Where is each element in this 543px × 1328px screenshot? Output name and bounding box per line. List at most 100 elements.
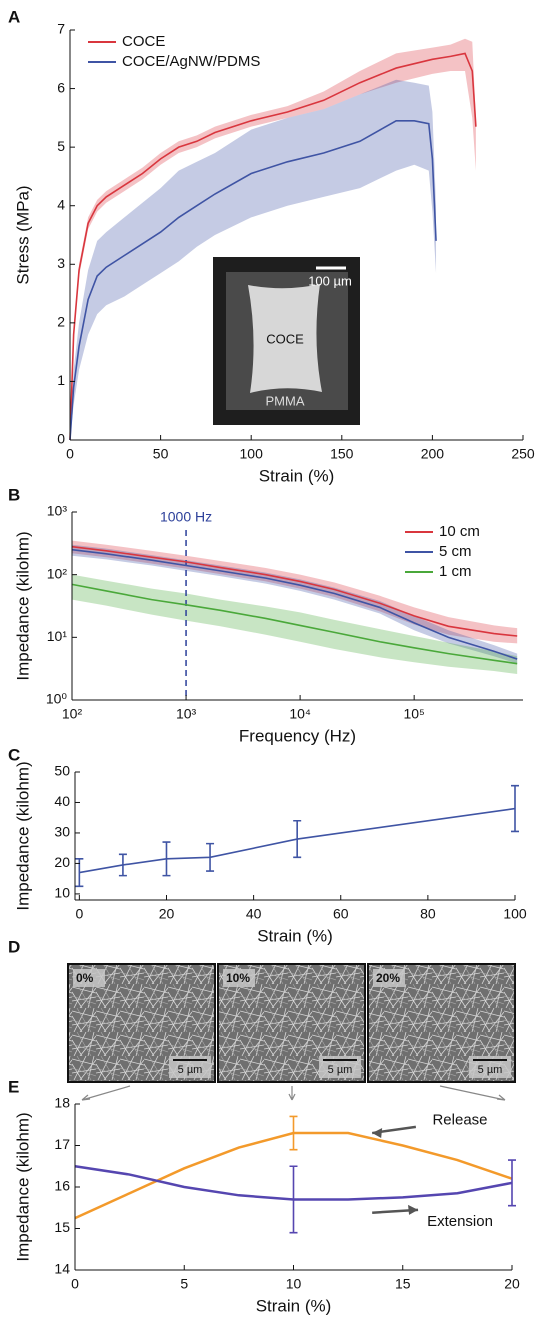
y-tick-label: 10⁰ [46, 691, 68, 707]
image-label-box [373, 969, 405, 987]
y-tick-label: 7 [57, 21, 65, 37]
y-tick-label: 14 [54, 1261, 70, 1277]
annotation-arrowhead [372, 1128, 383, 1139]
y-tick-label: 40 [54, 793, 70, 809]
connector-arrow [81, 1085, 131, 1101]
x-axis-title: Strain (%) [256, 1296, 332, 1315]
x-tick-label: 15 [395, 1276, 411, 1292]
x-tick-label: 50 [153, 446, 169, 462]
connector-arrow [288, 1086, 296, 1101]
y-tick-label: 5 [57, 138, 65, 154]
panel-letter: A [8, 7, 20, 26]
x-tick-label: 0 [66, 446, 74, 462]
inset-label: PMMA [266, 393, 305, 408]
band [70, 79, 437, 441]
series-line [69, 119, 437, 441]
x-tick-label: 20 [159, 906, 175, 922]
legend-label: COCE [122, 33, 165, 50]
y-tick-label: 4 [57, 196, 65, 212]
x-tick-label: 150 [330, 446, 354, 462]
error-bar [289, 1165, 298, 1234]
x-tick-label: 10² [62, 706, 83, 722]
x-tick-label: 0 [71, 1276, 79, 1292]
y-tick-label: 0 [57, 431, 65, 447]
error-bar [508, 1159, 516, 1207]
inset-coce [248, 284, 322, 393]
legend-label: 5 cm [439, 543, 472, 560]
legend-label: COCE/AgNW/PDMS [122, 53, 260, 70]
error-bar [511, 784, 519, 833]
inset-image: 100 µm COCE PMMA [213, 257, 360, 425]
y-tick-label: 6 [57, 79, 65, 95]
series-line [71, 548, 518, 660]
annotation-arrowhead [408, 1204, 419, 1215]
x-tick-label: 10 [286, 1276, 302, 1292]
y-tick-label: 30 [54, 824, 70, 840]
x-tick-label: 60 [333, 906, 349, 922]
y-tick-label: 10² [47, 565, 68, 581]
image-label: 0% [76, 971, 94, 985]
reference-label: 1000 Hz [160, 509, 212, 525]
y-tick-label: 10³ [47, 503, 68, 519]
x-tick-label: 100 [503, 906, 527, 922]
x-tick-label: 250 [511, 446, 535, 462]
x-tick-label: 10⁴ [289, 706, 311, 722]
series-line [69, 52, 477, 441]
scale-label: 5 µm [478, 1064, 503, 1076]
error-bar [206, 842, 215, 872]
x-tick-label: 10⁵ [403, 706, 424, 722]
x-tick-label: 5 [180, 1276, 188, 1292]
band [72, 544, 518, 664]
legend-label: 1 cm [439, 563, 472, 580]
plot: 10 20 30 40 50 0 20 40 60 80 100 Strain (%) Impedanc… [13, 761, 526, 945]
x-tick-label: 200 [421, 446, 445, 462]
panel-letter: E [8, 1077, 19, 1096]
plot: 14 15 16 17 18 0 5 10 15 20 Strain (%) Impedance (k… [13, 1095, 520, 1316]
series-line [71, 583, 518, 665]
y-axis-title: Impedance (kilohm) [13, 761, 32, 910]
scale-box [469, 1056, 511, 1078]
band [70, 38, 476, 441]
plot: 1000 Hz 10⁰ 10¹ 10² 10³ 10² 10³ 10⁴ 10⁵ Frequency… [13, 503, 523, 745]
scale-box [169, 1056, 211, 1078]
error-bar [289, 1115, 298, 1151]
panel-letter: C [8, 745, 20, 764]
x-tick-label: 40 [246, 906, 262, 922]
y-tick-label: 50 [54, 763, 70, 779]
annotation: Release [432, 1112, 487, 1129]
y-axis-title: Stress (MPa) [13, 185, 32, 284]
x-tick-label: 0 [75, 906, 83, 922]
error-bar [118, 853, 127, 877]
y-tick-label: 17 [54, 1136, 70, 1152]
x-axis-title: Frequency (Hz) [239, 726, 356, 745]
x-tick-label: 80 [420, 906, 436, 922]
y-tick-label: 1 [57, 372, 65, 388]
y-tick-label: 15 [54, 1219, 70, 1235]
image-label-box [73, 969, 105, 987]
image-label-box [223, 969, 255, 987]
plot: 0 1 2 3 4 5 6 7 0 50 100 150 200 250 Strain (%) Stress … [13, 21, 534, 486]
x-tick-label: 20 [504, 1276, 520, 1292]
scale-box [319, 1056, 361, 1078]
panel-letter: D [8, 937, 20, 956]
scale-label: 5 µm [178, 1064, 203, 1076]
x-axis-title: Strain (%) [257, 926, 333, 945]
y-tick-label: 10 [54, 885, 70, 901]
y-tick-label: 2 [57, 314, 65, 330]
inset-scale-label: 100 µm [308, 273, 352, 288]
y-axis-title: Impedance (kilohm) [13, 531, 32, 680]
connector-arrow [439, 1085, 506, 1101]
y-tick-label: 18 [54, 1095, 70, 1111]
x-tick-label: 100 [240, 446, 264, 462]
error-bar [162, 841, 171, 877]
x-axis-title: Strain (%) [259, 466, 335, 485]
y-tick-label: 16 [54, 1178, 70, 1194]
y-tick-label: 10¹ [47, 628, 68, 644]
annotation: Extension [427, 1213, 493, 1230]
legend-label: 10 cm [439, 523, 480, 540]
error-bar [293, 819, 302, 859]
image-label: 10% [226, 971, 250, 985]
image-label: 20% [376, 971, 400, 985]
y-tick-label: 20 [54, 854, 70, 870]
